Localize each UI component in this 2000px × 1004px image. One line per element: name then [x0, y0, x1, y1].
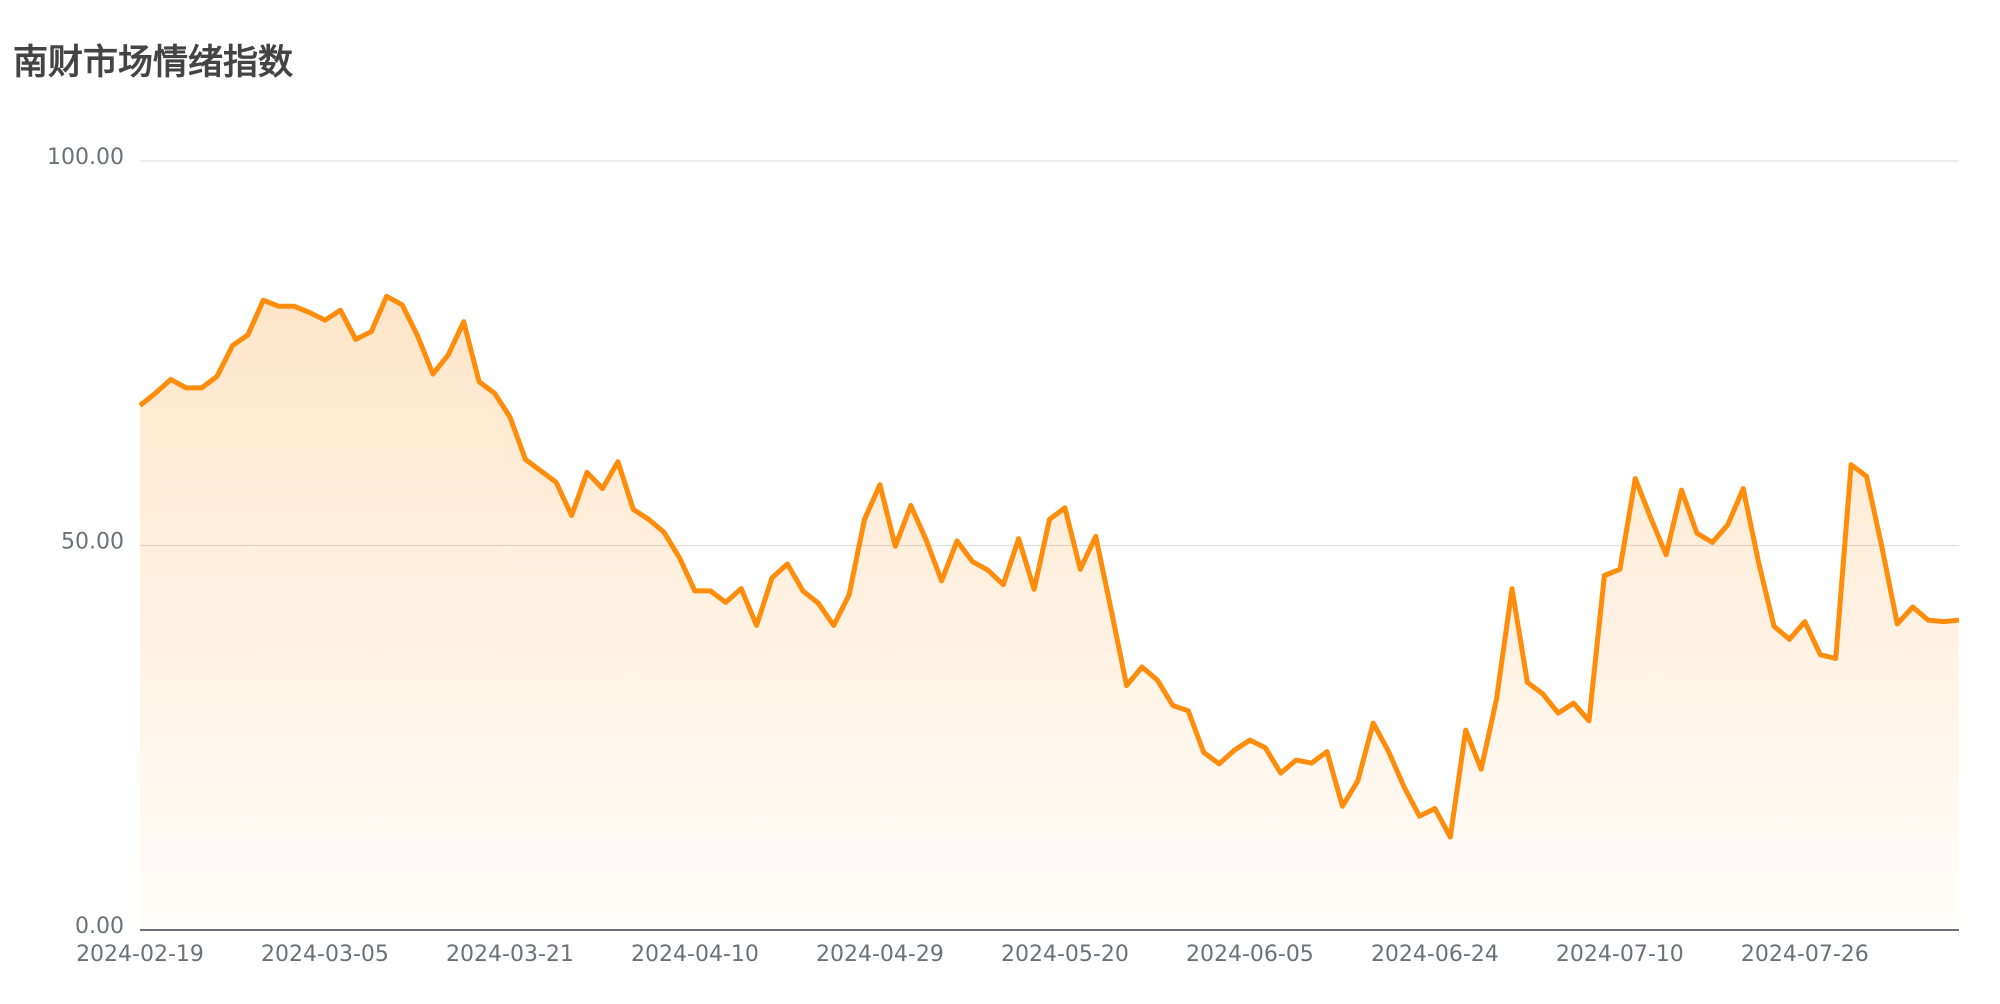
x-tick-label: 2024-06-24	[1371, 942, 1499, 967]
y-tick-label: 0.00	[75, 914, 124, 939]
x-tick-label: 2024-07-26	[1741, 942, 1869, 967]
line	[138, 293, 1960, 840]
area	[140, 296, 1959, 930]
x-tick-label: 2024-04-10	[631, 942, 759, 967]
x-tick-label: 2024-04-29	[816, 942, 944, 967]
x-tick-label: 2024-07-10	[1556, 942, 1684, 967]
x-tick-label: 2024-03-05	[261, 942, 389, 967]
y-tick-label: 100.00	[47, 145, 124, 170]
x-tick-label: 2024-03-21	[446, 942, 574, 967]
x-tick-label: 2024-06-05	[1186, 942, 1314, 967]
x-tick-label: 2024-05-20	[1001, 942, 1129, 967]
chart-title: 南财市场情绪指数	[13, 43, 293, 83]
x-tick-label: 2024-02-19	[76, 942, 204, 967]
y-tick-label: 50.00	[61, 530, 124, 555]
